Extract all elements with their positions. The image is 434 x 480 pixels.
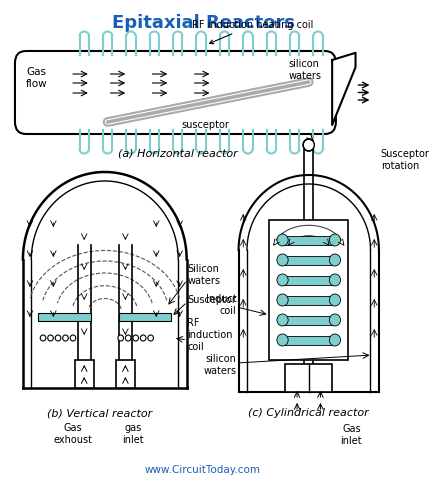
FancyBboxPatch shape [15, 51, 336, 134]
Circle shape [277, 254, 288, 266]
Circle shape [55, 335, 61, 341]
Bar [270, 220, 348, 360]
Text: Gas
exhoust: Gas exhoust [53, 423, 92, 444]
Circle shape [277, 274, 288, 286]
Bar [283, 336, 335, 345]
Text: gas
inlet: gas inlet [122, 423, 144, 444]
Text: www.CircuitToday.com: www.CircuitToday.com [145, 465, 261, 475]
Bar [75, 360, 94, 388]
Text: (b) Vertical reactor: (b) Vertical reactor [47, 408, 153, 418]
Bar [283, 296, 335, 304]
Bar [283, 236, 335, 244]
Circle shape [70, 335, 76, 341]
Circle shape [277, 234, 288, 246]
Circle shape [329, 294, 341, 306]
Circle shape [277, 294, 288, 306]
Text: Gas
flow: Gas flow [26, 67, 48, 89]
Circle shape [329, 334, 341, 346]
Circle shape [329, 254, 341, 266]
Text: Epitaxial Reactors: Epitaxial Reactors [112, 14, 295, 32]
Circle shape [329, 234, 341, 246]
Bar [116, 360, 135, 388]
Polygon shape [332, 53, 355, 125]
Circle shape [329, 274, 341, 286]
Text: Susceptor
rotation: Susceptor rotation [381, 149, 430, 171]
Text: RF
induction
coil: RF induction coil [187, 318, 233, 351]
Bar [283, 255, 335, 264]
Circle shape [125, 335, 131, 341]
Text: Susceptor: Susceptor [187, 295, 236, 305]
Bar [283, 315, 335, 324]
Text: susceptor: susceptor [182, 120, 230, 130]
Text: (c) Cylindrical reactor: (c) Cylindrical reactor [248, 408, 369, 418]
Text: silicon
waters: silicon waters [204, 354, 237, 376]
Circle shape [277, 314, 288, 326]
Text: RF induction heating coil: RF induction heating coil [192, 20, 313, 44]
Bar [119, 313, 171, 321]
Circle shape [133, 335, 138, 341]
Circle shape [329, 314, 341, 326]
Circle shape [62, 335, 68, 341]
Text: silicon
waters: silicon waters [288, 59, 321, 81]
Bar [38, 313, 91, 321]
Bar [286, 364, 332, 392]
Text: Silicon
waters: Silicon waters [187, 264, 220, 286]
Text: (a) Horizontal reactor: (a) Horizontal reactor [118, 148, 238, 158]
Text: Gas
inlet: Gas inlet [341, 424, 362, 445]
Circle shape [148, 335, 154, 341]
Circle shape [40, 335, 46, 341]
Bar [283, 276, 335, 285]
Circle shape [277, 334, 288, 346]
Text: Induct
coil: Induct coil [206, 294, 237, 316]
Circle shape [303, 139, 314, 151]
Circle shape [140, 335, 146, 341]
Circle shape [48, 335, 53, 341]
Circle shape [118, 335, 124, 341]
